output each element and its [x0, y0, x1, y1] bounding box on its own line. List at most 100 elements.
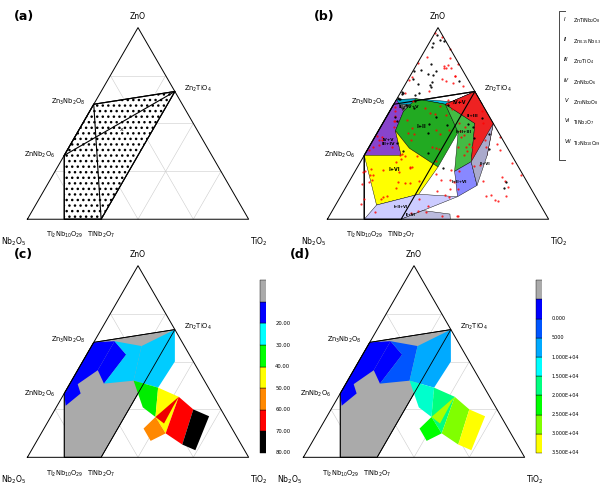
Text: II: II — [564, 37, 567, 42]
Text: Ti$_2$Nb$_{10}$O$_{29}$: Ti$_2$Nb$_{10}$O$_{29}$ — [346, 230, 383, 241]
Bar — [260, 280, 273, 302]
Polygon shape — [64, 383, 80, 406]
Text: I: I — [564, 16, 566, 21]
Polygon shape — [64, 91, 175, 219]
Polygon shape — [395, 99, 458, 167]
Text: TiNb$_2$O$_7$: TiNb$_2$O$_7$ — [387, 230, 415, 241]
Text: Zn$_{0.15}$Nb$_{0.3}$Ti$_{0.55}$O$_2$: Zn$_{0.15}$Nb$_{0.3}$Ti$_{0.55}$O$_2$ — [573, 37, 600, 46]
Text: 60.00: 60.00 — [275, 407, 290, 412]
Polygon shape — [364, 210, 450, 219]
Bar — [536, 357, 549, 376]
Text: ZnO: ZnO — [430, 12, 446, 21]
Text: Zn$_3$Nb$_2$O$_8$: Zn$_3$Nb$_2$O$_8$ — [573, 98, 599, 107]
Text: 0.000: 0.000 — [551, 316, 565, 321]
Text: Zn$_3$Nb$_2$O$_8$: Zn$_3$Nb$_2$O$_8$ — [50, 97, 85, 107]
Polygon shape — [64, 341, 115, 393]
Text: Nb$_2$O$_5$: Nb$_2$O$_5$ — [301, 236, 326, 248]
Text: 2.000E+04: 2.000E+04 — [551, 393, 578, 398]
Text: ZnNb$_2$O$_6$: ZnNb$_2$O$_6$ — [325, 150, 355, 161]
Polygon shape — [166, 397, 193, 444]
Bar — [260, 388, 273, 410]
Text: Ti$_2$Nb$_{10}$O$_{29}$: Ti$_2$Nb$_{10}$O$_{29}$ — [322, 468, 359, 479]
Text: 70.00: 70.00 — [275, 429, 290, 434]
Text: TiO$_2$: TiO$_2$ — [526, 474, 544, 487]
Bar — [536, 300, 549, 318]
Polygon shape — [98, 341, 126, 383]
Text: Ti$_2$Nb$_{10}$O$_{29}$: Ti$_2$Nb$_{10}$O$_{29}$ — [573, 139, 600, 148]
Bar — [260, 410, 273, 432]
Text: 3.000E+04: 3.000E+04 — [551, 431, 578, 436]
Polygon shape — [364, 91, 475, 219]
Text: ZnO: ZnO — [130, 12, 146, 21]
Polygon shape — [431, 397, 455, 424]
Text: x: x — [120, 127, 124, 132]
Bar — [260, 323, 273, 345]
Polygon shape — [445, 104, 475, 171]
Text: TiO$_2$: TiO$_2$ — [550, 236, 568, 248]
Text: TiO$_2$: TiO$_2$ — [250, 474, 268, 487]
Text: VI: VI — [564, 119, 569, 124]
Polygon shape — [340, 329, 451, 457]
Polygon shape — [364, 131, 438, 205]
Text: Nb$_2$O$_5$: Nb$_2$O$_5$ — [1, 236, 26, 248]
Text: ZnNb$_2$O$_6$: ZnNb$_2$O$_6$ — [25, 388, 55, 399]
Polygon shape — [155, 397, 179, 424]
Text: ZnNb$_2$O$_6$: ZnNb$_2$O$_6$ — [25, 150, 55, 161]
Polygon shape — [374, 341, 402, 383]
Polygon shape — [182, 409, 209, 450]
Bar — [260, 367, 273, 388]
Text: 80.00: 80.00 — [275, 450, 290, 455]
Polygon shape — [340, 341, 391, 393]
Polygon shape — [340, 383, 356, 406]
Text: III+IV+V: III+IV+V — [399, 105, 419, 109]
Text: 30.00: 30.00 — [275, 343, 290, 348]
Text: I+VI: I+VI — [389, 167, 401, 172]
Polygon shape — [380, 341, 418, 383]
Polygon shape — [419, 417, 442, 441]
Polygon shape — [410, 329, 451, 388]
Polygon shape — [364, 194, 458, 219]
Text: II+III: II+III — [466, 114, 478, 118]
Text: ZnNb$_2$O$_6$: ZnNb$_2$O$_6$ — [573, 78, 596, 86]
Text: Ti$_2$Nb$_{10}$O$_{29}$: Ti$_2$Nb$_{10}$O$_{29}$ — [46, 230, 83, 241]
Text: Zn$_3$Nb$_2$O$_8$: Zn$_3$Nb$_2$O$_8$ — [326, 335, 361, 345]
Text: (c): (c) — [14, 248, 33, 261]
Polygon shape — [155, 388, 179, 434]
Bar — [536, 338, 549, 357]
Polygon shape — [143, 417, 166, 441]
Bar — [260, 432, 273, 453]
Text: III: III — [564, 57, 569, 62]
Polygon shape — [364, 100, 403, 155]
Text: I+II+III: I+II+III — [455, 130, 471, 134]
Polygon shape — [104, 341, 142, 383]
Text: 2.500E+04: 2.500E+04 — [551, 412, 578, 417]
Text: Nb$_2$O$_5$: Nb$_2$O$_5$ — [277, 474, 302, 487]
Text: 20.00: 20.00 — [275, 321, 290, 326]
Text: Zn$_2$TiO$_4$: Zn$_2$TiO$_4$ — [573, 57, 594, 66]
Polygon shape — [394, 91, 482, 104]
Text: 3.500E+04: 3.500E+04 — [551, 450, 578, 455]
Text: TiNb$_2$O$_7$: TiNb$_2$O$_7$ — [87, 230, 115, 241]
Text: 1.500E+04: 1.500E+04 — [551, 373, 578, 378]
Polygon shape — [431, 388, 455, 434]
Text: 1.000E+04: 1.000E+04 — [551, 355, 578, 360]
Text: (b): (b) — [314, 10, 335, 23]
Text: ZnNb$_2$O$_6$: ZnNb$_2$O$_6$ — [301, 388, 331, 399]
Text: I+II: I+II — [417, 124, 427, 129]
Polygon shape — [389, 99, 416, 113]
Text: TiNb$_2$O$_7$: TiNb$_2$O$_7$ — [87, 468, 115, 479]
Text: 50.00: 50.00 — [275, 386, 290, 391]
Text: Ti$_2$Nb$_{10}$O$_{29}$: Ti$_2$Nb$_{10}$O$_{29}$ — [46, 468, 83, 479]
Bar — [536, 395, 549, 415]
Text: II+VI: II+VI — [480, 163, 491, 167]
Polygon shape — [445, 91, 493, 162]
Polygon shape — [442, 397, 469, 444]
Polygon shape — [471, 124, 493, 186]
Text: VII: VII — [564, 139, 571, 144]
Bar — [260, 345, 273, 367]
Polygon shape — [134, 380, 158, 417]
Text: (a): (a) — [14, 10, 34, 23]
Text: IV: IV — [564, 78, 569, 83]
Bar — [536, 376, 549, 395]
Text: TiNb$_2$O$_7$: TiNb$_2$O$_7$ — [363, 468, 391, 479]
